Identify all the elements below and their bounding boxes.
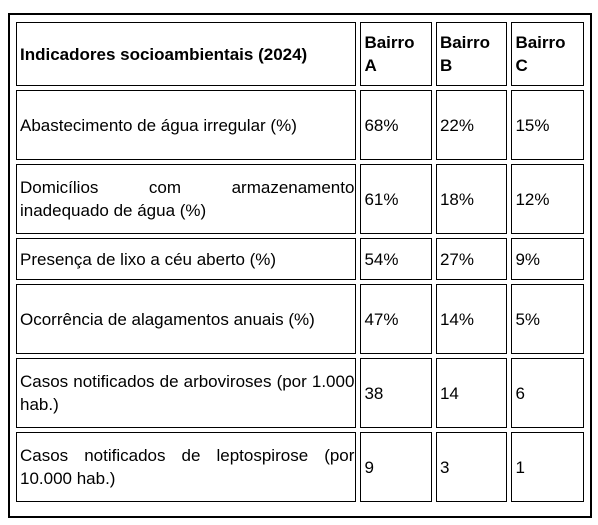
row-label: Presença de lixo a céu aberto (%) xyxy=(16,238,357,280)
socioenvironmental-indicators-table: Indicadores socioambientais (2024) Bairr… xyxy=(12,18,588,506)
table-row: Domicílios com armazenamento inadequado … xyxy=(16,164,584,234)
cell-bairro-b: 18% xyxy=(435,164,508,234)
cell-bairro-a: 38 xyxy=(360,358,432,428)
cell-bairro-a: 9 xyxy=(360,432,432,502)
cell-bairro-a: 47% xyxy=(360,284,432,354)
table-header-row: Indicadores socioambientais (2024) Bairr… xyxy=(16,22,584,86)
cell-bairro-c: 5% xyxy=(511,284,584,354)
cell-bairro-b: 14 xyxy=(435,358,508,428)
cell-bairro-c: 15% xyxy=(511,90,584,160)
cell-bairro-c: 9% xyxy=(511,238,584,280)
cell-bairro-c: 6 xyxy=(511,358,584,428)
table-row: Casos notificados de arboviroses (por 1.… xyxy=(16,358,584,428)
cell-bairro-b: 27% xyxy=(435,238,508,280)
cell-bairro-c: 1 xyxy=(511,432,584,502)
header-indicators: Indicadores socioambientais (2024) xyxy=(16,22,357,86)
cell-bairro-b: 3 xyxy=(435,432,508,502)
table-row: Presença de lixo a céu aberto (%) 54% 27… xyxy=(16,238,584,280)
table-row: Ocorrência de alagamentos anuais (%) 47%… xyxy=(16,284,584,354)
header-bairro-c: Bairro C xyxy=(511,22,584,86)
row-label: Abastecimento de água irregular (%) xyxy=(16,90,357,160)
cell-bairro-b: 14% xyxy=(435,284,508,354)
cell-bairro-a: 54% xyxy=(360,238,432,280)
header-bairro-b: Bairro B xyxy=(435,22,508,86)
row-label: Ocorrência de alagamentos anuais (%) xyxy=(16,284,357,354)
row-label: Casos notificados de leptospirose (por 1… xyxy=(16,432,357,502)
row-label: Domicílios com armazenamento inadequado … xyxy=(16,164,357,234)
cell-bairro-a: 61% xyxy=(360,164,432,234)
table-outer-frame xyxy=(8,13,592,518)
cell-bairro-c: 12% xyxy=(511,164,584,234)
table-row: Abastecimento de água irregular (%) 68% … xyxy=(16,90,584,160)
row-label: Casos notificados de arboviroses (por 1.… xyxy=(16,358,357,428)
header-bairro-a: Bairro A xyxy=(360,22,432,86)
table-row: Casos notificados de leptospirose (por 1… xyxy=(16,432,584,502)
cell-bairro-a: 68% xyxy=(360,90,432,160)
cell-bairro-b: 22% xyxy=(435,90,508,160)
